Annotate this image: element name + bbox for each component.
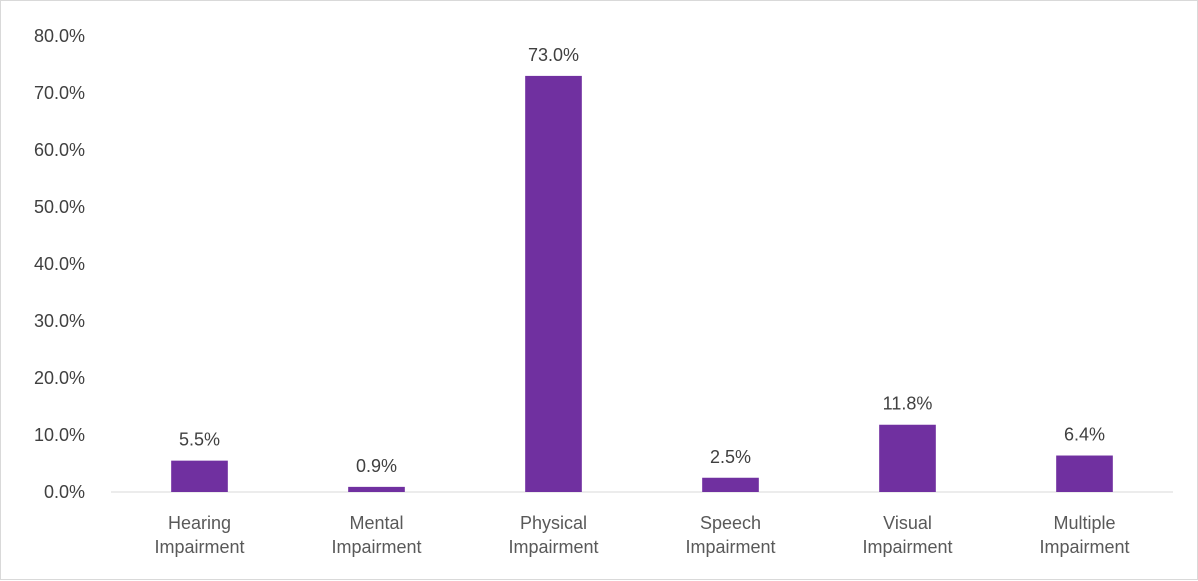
data-label: 2.5% bbox=[710, 447, 751, 467]
data-label: 73.0% bbox=[528, 45, 579, 65]
category-labels: Hearing Impairment Mental Impairment Physica… bbox=[154, 513, 1129, 557]
data-label: 11.8% bbox=[883, 394, 933, 414]
data-label: 6.4% bbox=[1064, 425, 1105, 445]
category-label: Physical Impairment bbox=[508, 513, 598, 557]
y-tick-label: 80.0% bbox=[34, 26, 85, 46]
y-tick-label: 70.0% bbox=[34, 83, 85, 103]
bar bbox=[1056, 455, 1113, 492]
y-tick-label: 10.0% bbox=[34, 425, 85, 445]
y-tick-label: 20.0% bbox=[34, 368, 85, 388]
bars bbox=[171, 75, 1113, 493]
data-labels: 5.5% 0.9% 73.0% 2.5% 11.8% 6.4% bbox=[179, 45, 1105, 476]
bar bbox=[702, 477, 759, 492]
bar bbox=[879, 424, 936, 492]
bar bbox=[525, 75, 582, 493]
bar bbox=[171, 460, 228, 492]
category-label: Mental Impairment bbox=[331, 513, 421, 557]
y-tick-label: 0.0% bbox=[44, 482, 85, 502]
category-label: Visual Impairment bbox=[862, 513, 952, 557]
y-axis-ticks: 0.0% 10.0% 20.0% 30.0% 40.0% 50.0% 60.0% 70.0% 8… bbox=[34, 26, 85, 502]
category-label: Multiple Impairment bbox=[1039, 513, 1129, 557]
data-label: 5.5% bbox=[179, 430, 220, 450]
data-label: 0.9% bbox=[356, 456, 397, 476]
y-tick-label: 50.0% bbox=[34, 197, 85, 217]
bar bbox=[348, 486, 405, 492]
y-tick-label: 30.0% bbox=[34, 311, 85, 331]
category-label: Hearing Impairment bbox=[154, 513, 244, 557]
category-label: Speech Impairment bbox=[685, 513, 775, 557]
y-tick-label: 60.0% bbox=[34, 140, 85, 160]
y-tick-label: 40.0% bbox=[34, 254, 85, 274]
